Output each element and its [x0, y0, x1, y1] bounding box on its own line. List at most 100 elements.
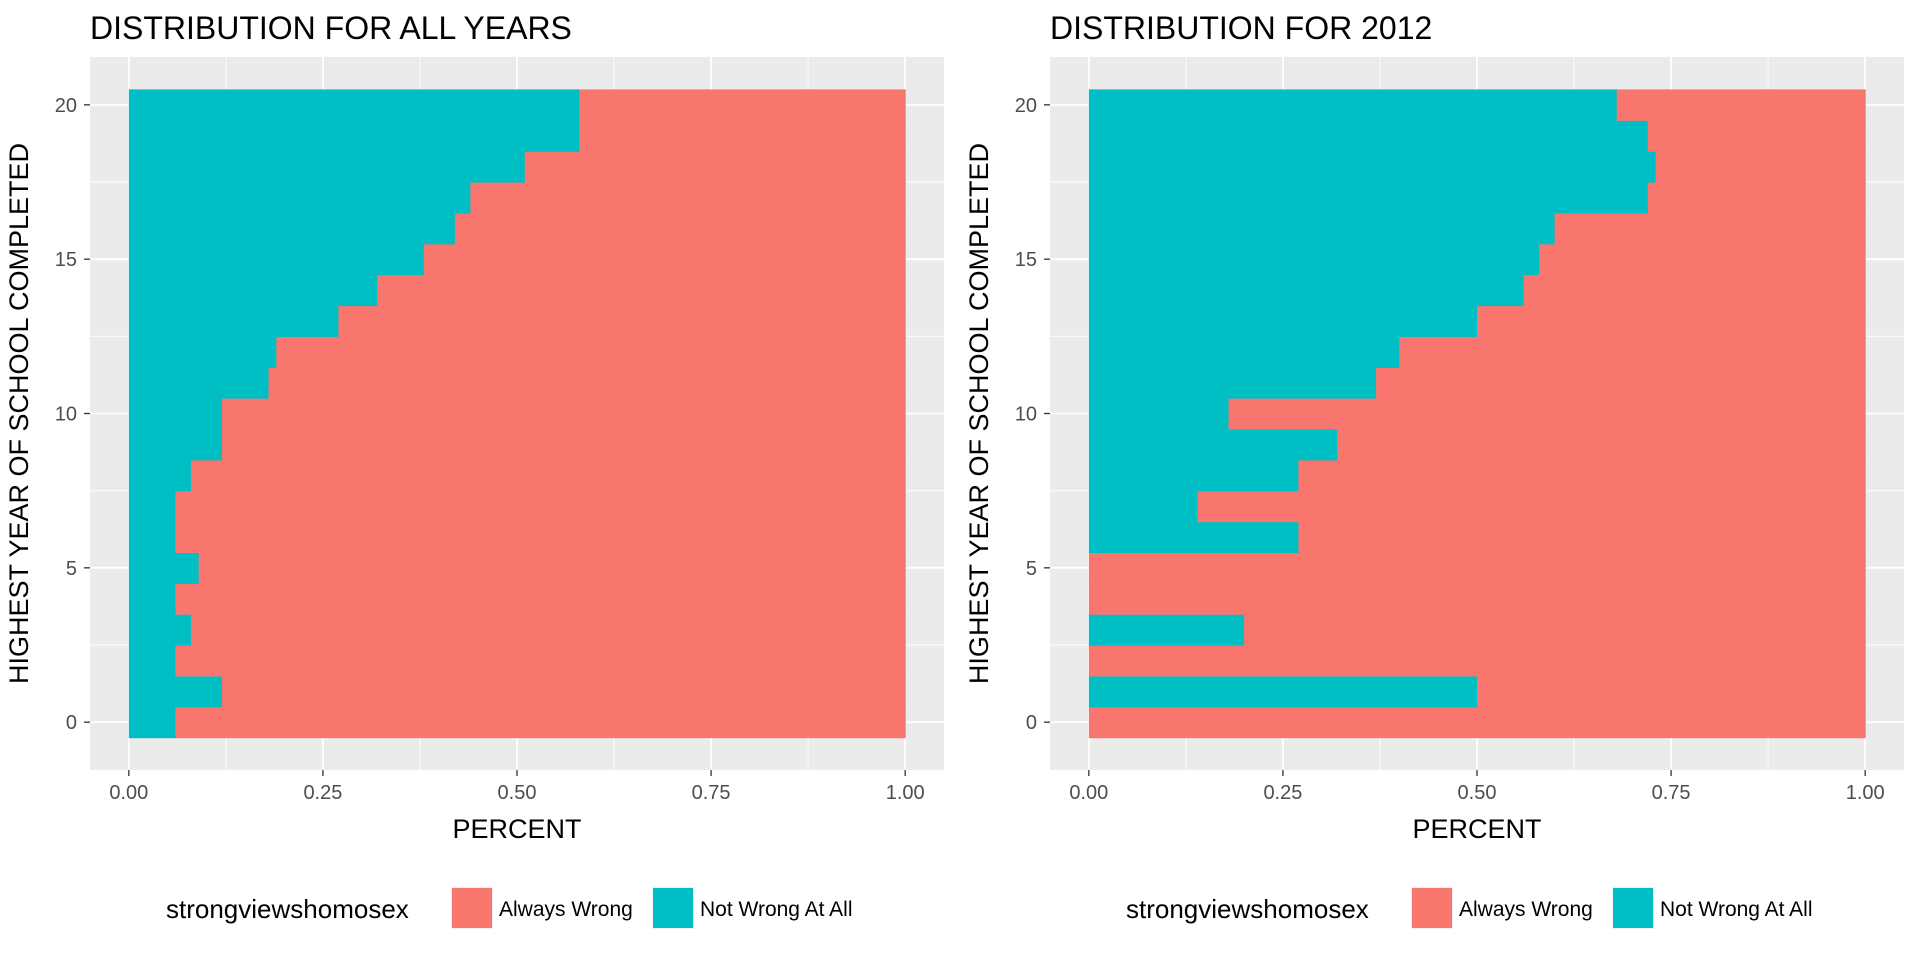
x-tick-label: 1.00	[1846, 782, 1885, 804]
bar-always-wrong-7	[1197, 490, 1866, 523]
chart-panel-2: 0.00 0.25 0.50 0.75 1.00 0 5 10 15 20 DISTRIBUTION…	[964, 10, 1904, 929]
bar-not-wrong-at-all-17	[1088, 182, 1649, 214]
bar-always-wrong-16	[1554, 212, 1866, 245]
x-tick-label: 1.00	[886, 782, 925, 804]
y-tick-label: 20	[1015, 95, 1037, 117]
bar-not-wrong-at-all-6	[128, 521, 176, 553]
bar-always-wrong-6	[1298, 521, 1866, 553]
bar-not-wrong-at-all-12	[1088, 336, 1400, 368]
bar-not-wrong-at-all-20	[1088, 89, 1618, 121]
y-axis-title: HIGHEST YEAR OF SCHOOL COMPLETED	[964, 143, 994, 684]
bar-always-wrong-16	[454, 212, 906, 245]
bar-not-wrong-at-all-3	[128, 614, 192, 646]
bar-always-wrong-20	[1616, 89, 1866, 121]
bar-not-wrong-at-all-4	[128, 583, 176, 615]
bar-always-wrong-3	[190, 614, 906, 646]
bar-always-wrong-14	[377, 274, 906, 307]
bar-always-wrong-6	[175, 521, 906, 553]
y-tick-label: 15	[55, 249, 77, 271]
bar-always-wrong-19	[1647, 120, 1866, 152]
bar-not-wrong-at-all-7	[128, 490, 176, 523]
bar-always-wrong-14	[1523, 274, 1866, 307]
bar-always-wrong-12	[1399, 336, 1866, 368]
bar-always-wrong-11	[268, 367, 906, 399]
bar-always-wrong-8	[190, 459, 906, 492]
bar-not-wrong-at-all-7	[1088, 490, 1199, 523]
bar-always-wrong-19	[579, 120, 906, 152]
legend-key-always-wrong	[452, 888, 492, 928]
bar-always-wrong-9	[1337, 428, 1866, 461]
bar-not-wrong-at-all-10	[128, 398, 223, 430]
y-tick-label: 5	[1026, 558, 1037, 580]
x-axis-title: PERCENT	[1412, 814, 1541, 844]
y-axis-title: HIGHEST YEAR OF SCHOOL COMPLETED	[4, 143, 34, 684]
bar-always-wrong-4	[1088, 583, 1866, 615]
bar-not-wrong-at-all-8	[128, 459, 192, 492]
bar-not-wrong-at-all-13	[1088, 305, 1478, 337]
bar-not-wrong-at-all-1	[1088, 675, 1478, 708]
legend-title: strongviewshomosex	[166, 894, 409, 924]
bar-always-wrong-7	[175, 490, 906, 523]
bars	[128, 89, 906, 739]
legend: strongviewshomosex Always Wrong Not Wrong …	[1126, 887, 1813, 929]
bar-always-wrong-1	[221, 675, 906, 708]
bar-always-wrong-9	[221, 428, 906, 461]
y-tick-label: 10	[55, 404, 77, 426]
legend: strongviewshomosex Always Wrong Not Wrong …	[166, 887, 853, 929]
bar-always-wrong-1	[1477, 675, 1866, 708]
bar-not-wrong-at-all-14	[128, 274, 378, 307]
x-tick-label: 0.25	[303, 782, 342, 804]
bar-always-wrong-3	[1244, 614, 1866, 646]
bar-always-wrong-0	[1088, 706, 1866, 739]
bar-not-wrong-at-all-14	[1088, 274, 1525, 307]
bar-always-wrong-8	[1298, 459, 1866, 492]
y-tick-label: 5	[66, 558, 77, 580]
bar-not-wrong-at-all-1	[128, 675, 223, 708]
legend-key-always-wrong	[1412, 888, 1452, 928]
bar-not-wrong-at-all-18	[128, 151, 526, 183]
y-tick-label: 0	[66, 712, 77, 734]
x-axis-title: PERCENT	[452, 814, 581, 844]
bar-always-wrong-13	[1477, 305, 1866, 337]
bar-always-wrong-2	[175, 644, 906, 677]
y-tick-label: 10	[1015, 404, 1037, 426]
bar-not-wrong-at-all-18	[1088, 151, 1657, 183]
x-tick-label: 0.00	[109, 782, 148, 804]
bar-not-wrong-at-all-11	[128, 367, 270, 399]
bar-not-wrong-at-all-12	[128, 336, 277, 368]
bar-always-wrong-17	[1647, 182, 1866, 214]
bar-always-wrong-5	[198, 552, 906, 584]
x-tick-label: 0.50	[498, 782, 537, 804]
x-tick-label: 0.50	[1458, 782, 1497, 804]
y-tick-label: 20	[55, 95, 77, 117]
bar-not-wrong-at-all-9	[128, 428, 223, 461]
chart-panel-1: 0.00 0.25 0.50 0.75 1.00 0 5 10 15 20 DISTRIBUTION…	[4, 10, 944, 929]
bar-not-wrong-at-all-19	[1088, 120, 1649, 152]
bar-not-wrong-at-all-9	[1088, 428, 1338, 461]
bar-always-wrong-0	[175, 706, 906, 739]
bar-always-wrong-11	[1376, 367, 1866, 399]
x-tick-label: 0.75	[1652, 782, 1691, 804]
legend-label: Always Wrong	[1459, 898, 1593, 921]
bar-always-wrong-17	[470, 182, 906, 214]
bar-not-wrong-at-all-19	[128, 120, 580, 152]
bar-not-wrong-at-all-3	[1088, 614, 1245, 646]
bar-always-wrong-10	[1228, 398, 1866, 430]
y-tick-label: 15	[1015, 249, 1037, 271]
bars	[1088, 89, 1866, 739]
x-tick-label: 0.75	[692, 782, 731, 804]
legend-label: Not Wrong At All	[700, 898, 853, 921]
bar-always-wrong-20	[579, 89, 906, 121]
bar-not-wrong-at-all-15	[1088, 243, 1540, 276]
legend-key-not-wrong-at-all	[653, 888, 693, 928]
bar-not-wrong-at-all-0	[128, 706, 176, 739]
chart-title: DISTRIBUTION FOR 2012	[1050, 10, 1432, 46]
chart-title: DISTRIBUTION FOR ALL YEARS	[90, 10, 572, 46]
bar-not-wrong-at-all-5	[128, 552, 200, 584]
bar-always-wrong-10	[221, 398, 906, 430]
bar-always-wrong-18	[1655, 151, 1866, 183]
bar-always-wrong-15	[423, 243, 906, 276]
legend-label: Not Wrong At All	[1660, 898, 1813, 921]
legend-title: strongviewshomosex	[1126, 894, 1369, 924]
